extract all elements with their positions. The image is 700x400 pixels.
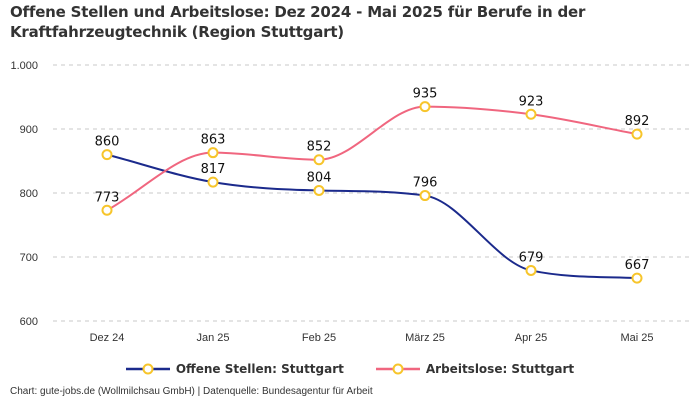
data-label: 852	[307, 140, 332, 155]
data-label: 863	[201, 133, 226, 148]
x-tick-label: Mai 25	[620, 332, 653, 344]
data-labels: 860 817 804 796 679 667 773 863 852 935 923 892	[95, 87, 650, 274]
x-tick-label: Dez 24	[90, 332, 125, 344]
chart-title: Offene Stellen und Arbeitslose: Dez 2024…	[10, 3, 586, 41]
legend-item-offene-stellen[interactable]: Offene Stellen: Stuttgart	[125, 362, 344, 376]
legend-line-icon	[125, 363, 170, 375]
legend: Offene Stellen: Stuttgart Arbeitslose: S…	[0, 362, 700, 376]
y-tick-label: 900	[20, 124, 38, 136]
data-point	[101, 149, 113, 161]
x-axis: Dez 24 Jan 25 Feb 25 März 25 Apr 25 Mai 25	[90, 332, 654, 344]
data-point	[207, 147, 219, 159]
y-tick-label: 700	[20, 252, 38, 264]
data-label: 679	[519, 250, 544, 265]
series-line-arbeitslose	[106, 105, 638, 212]
data-label: 817	[201, 162, 226, 177]
y-axis: 600 700 800 900 1.000	[10, 60, 38, 328]
legend-line-icon	[375, 363, 420, 375]
chart-credits: Chart: gute-jobs.de (Wollmilchsau GmbH) …	[10, 386, 373, 397]
data-point	[419, 190, 431, 202]
data-label: 796	[413, 176, 438, 191]
x-tick-label: Apr 25	[515, 332, 547, 344]
series-lines	[106, 105, 638, 280]
data-point	[525, 108, 537, 120]
legend-item-arbeitslose[interactable]: Arbeitslose: Stuttgart	[375, 362, 575, 376]
series-line-offene-stellen	[106, 153, 638, 280]
data-point	[525, 264, 537, 276]
y-tick-label: 600	[20, 316, 38, 328]
data-point	[101, 204, 113, 216]
data-label: 773	[95, 190, 120, 205]
data-label: 804	[307, 170, 332, 185]
data-point	[313, 154, 325, 166]
data-point	[419, 101, 431, 113]
data-label: 923	[519, 94, 544, 109]
data-label: 892	[625, 114, 650, 129]
grid-lines	[53, 64, 690, 322]
x-tick-label: März 25	[405, 332, 445, 344]
data-point	[631, 128, 643, 140]
legend-label: Arbeitslose: Stuttgart	[425, 362, 575, 376]
line-chart: 600 700 800 900 1.000 Dez 24 Jan 25 Feb 25 März…	[10, 60, 690, 344]
data-label: 667	[625, 258, 650, 273]
x-tick-label: Jan 25	[196, 332, 229, 344]
legend-label: Offene Stellen: Stuttgart	[175, 362, 344, 376]
series-markers	[101, 101, 643, 284]
data-point	[313, 184, 325, 196]
data-label: 860	[95, 135, 120, 150]
data-label: 935	[413, 87, 438, 102]
x-tick-label: Feb 25	[302, 332, 336, 344]
data-point	[631, 272, 643, 284]
data-point	[207, 176, 219, 188]
y-tick-label: 1.000	[10, 60, 38, 72]
y-tick-label: 800	[20, 188, 38, 200]
